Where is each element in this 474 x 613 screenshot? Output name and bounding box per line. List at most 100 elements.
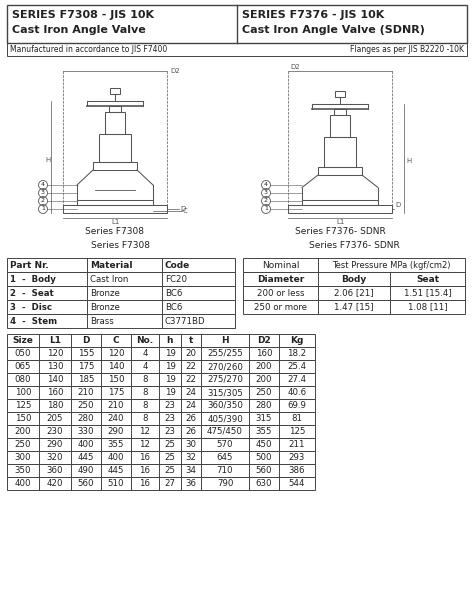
- Text: Diameter: Diameter: [257, 275, 304, 283]
- Text: Flanges as per JIS B2220 -10K: Flanges as per JIS B2220 -10K: [350, 45, 464, 54]
- Bar: [7, 334, 315, 347]
- Text: 1: 1: [264, 207, 268, 211]
- Bar: [7, 258, 235, 272]
- Text: 400: 400: [78, 440, 94, 449]
- Bar: [318, 167, 362, 175]
- Bar: [7, 464, 315, 477]
- Text: 645: 645: [217, 453, 233, 462]
- Text: 490: 490: [78, 466, 94, 475]
- Text: 12: 12: [139, 427, 151, 436]
- Text: FC20: FC20: [165, 275, 187, 283]
- Text: 2: 2: [264, 199, 268, 204]
- Bar: [7, 300, 235, 314]
- Text: 320: 320: [47, 453, 63, 462]
- Text: 560: 560: [256, 466, 272, 475]
- Text: 4: 4: [41, 183, 45, 188]
- Text: 330: 330: [78, 427, 94, 436]
- Bar: [7, 314, 235, 328]
- Text: 500: 500: [256, 453, 272, 462]
- Text: 450: 450: [256, 440, 272, 449]
- Text: L1: L1: [111, 219, 119, 225]
- Text: 1: 1: [41, 207, 45, 211]
- Text: BC6: BC6: [165, 302, 182, 311]
- Text: 200: 200: [15, 427, 31, 436]
- Text: 200: 200: [256, 375, 272, 384]
- Text: 1.47 [15]: 1.47 [15]: [334, 302, 374, 311]
- Text: 2  -  Seat: 2 - Seat: [10, 289, 54, 297]
- Bar: [99, 134, 131, 162]
- Text: t: t: [189, 336, 193, 345]
- Text: 350: 350: [15, 466, 31, 475]
- Bar: [7, 412, 315, 425]
- Text: 19: 19: [164, 349, 175, 358]
- Text: Nominal: Nominal: [262, 261, 299, 270]
- Text: 25: 25: [164, 453, 175, 462]
- Text: SERIES F7308 - JIS 10K: SERIES F7308 - JIS 10K: [12, 10, 154, 20]
- Text: 150: 150: [108, 375, 124, 384]
- Text: 27.4: 27.4: [287, 375, 307, 384]
- Text: 16: 16: [139, 466, 151, 475]
- Text: 405/390: 405/390: [207, 414, 243, 423]
- Text: 400: 400: [15, 479, 31, 488]
- Text: 1.51 [15.4]: 1.51 [15.4]: [404, 289, 451, 297]
- Text: Seat: Seat: [416, 275, 439, 283]
- Text: 23: 23: [164, 414, 175, 423]
- Bar: [7, 477, 315, 490]
- Text: 211: 211: [289, 440, 305, 449]
- Text: D2: D2: [257, 336, 271, 345]
- Text: 2.06 [21]: 2.06 [21]: [334, 289, 374, 297]
- Text: 200 or less: 200 or less: [257, 289, 304, 297]
- Bar: [109, 106, 121, 112]
- Text: 420: 420: [47, 479, 63, 488]
- Bar: [7, 373, 315, 386]
- Text: 16: 16: [139, 479, 151, 488]
- Bar: [7, 360, 315, 373]
- Text: H: H: [221, 336, 229, 345]
- Text: D: D: [82, 336, 90, 345]
- Text: Series F7308: Series F7308: [91, 240, 151, 249]
- Text: 19: 19: [164, 388, 175, 397]
- Text: 3: 3: [264, 191, 268, 196]
- Text: 280: 280: [78, 414, 94, 423]
- Text: Test Pressure MPa (kgf/cm2): Test Pressure MPa (kgf/cm2): [332, 261, 451, 270]
- Text: 445: 445: [78, 453, 94, 462]
- Text: 475/450: 475/450: [207, 427, 243, 436]
- Text: 140: 140: [108, 362, 124, 371]
- Text: 24: 24: [185, 388, 197, 397]
- Text: 27: 27: [164, 479, 175, 488]
- Text: 120: 120: [47, 349, 63, 358]
- Bar: [7, 347, 315, 360]
- Text: Material: Material: [90, 261, 133, 270]
- Text: 8: 8: [142, 388, 148, 397]
- Text: 160: 160: [256, 349, 272, 358]
- Text: 22: 22: [185, 362, 197, 371]
- Text: C: C: [183, 208, 188, 214]
- Text: 160: 160: [47, 388, 63, 397]
- Text: 250: 250: [15, 440, 31, 449]
- Text: D: D: [180, 206, 185, 212]
- Text: 275/270: 275/270: [207, 375, 243, 384]
- Text: 210: 210: [108, 401, 124, 410]
- Text: 293: 293: [289, 453, 305, 462]
- Text: 230: 230: [47, 427, 63, 436]
- Bar: [243, 286, 465, 300]
- Bar: [243, 258, 465, 272]
- Text: 36: 36: [185, 479, 197, 488]
- Text: Cast Iron Angle Valve: Cast Iron Angle Valve: [12, 25, 146, 35]
- Text: 315: 315: [256, 414, 272, 423]
- Text: 4  -  Stem: 4 - Stem: [10, 316, 57, 326]
- Text: 050: 050: [15, 349, 31, 358]
- Text: 40.6: 40.6: [287, 388, 307, 397]
- Text: 250 or more: 250 or more: [254, 302, 307, 311]
- Text: H: H: [45, 156, 50, 162]
- Text: 255/255: 255/255: [207, 349, 243, 358]
- Text: Size: Size: [13, 336, 34, 345]
- Text: 386: 386: [289, 466, 305, 475]
- Text: 18.2: 18.2: [287, 349, 307, 358]
- Bar: [77, 200, 153, 205]
- Text: 125: 125: [15, 401, 31, 410]
- Bar: [335, 91, 345, 97]
- Text: 544: 544: [289, 479, 305, 488]
- Text: 8: 8: [142, 375, 148, 384]
- Text: 3  -  Disc: 3 - Disc: [10, 302, 52, 311]
